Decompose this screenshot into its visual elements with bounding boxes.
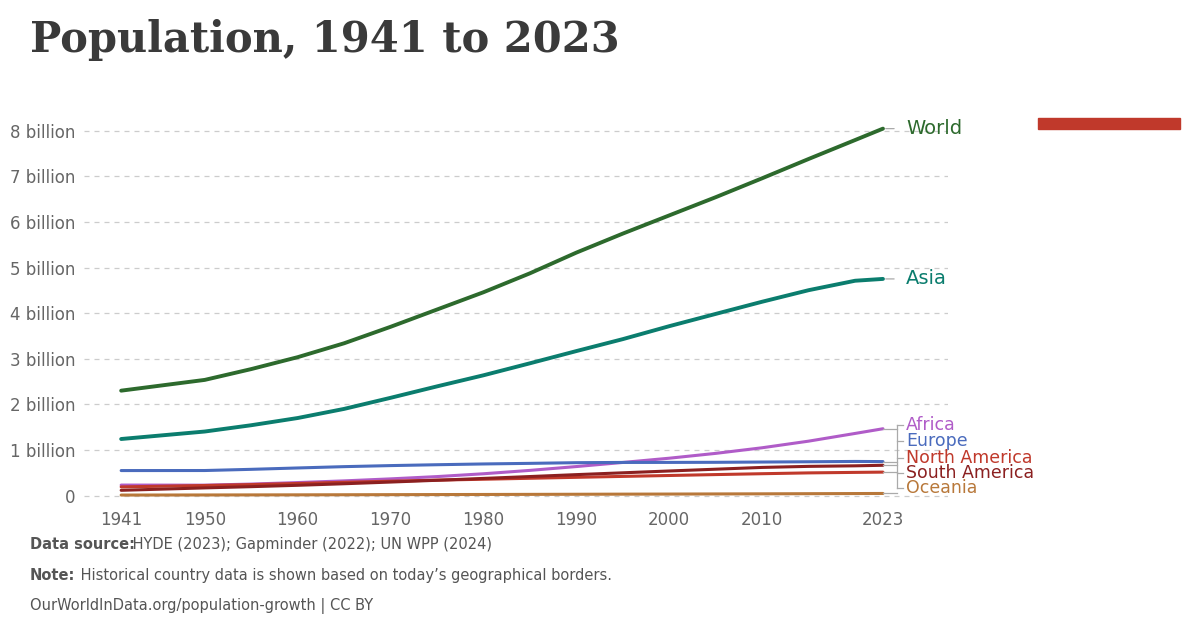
Text: Population, 1941 to 2023: Population, 1941 to 2023: [30, 19, 619, 61]
Text: South America: South America: [906, 463, 1034, 482]
Text: North America: North America: [906, 448, 1033, 467]
Text: HYDE (2023); Gapminder (2022); UN WPP (2024): HYDE (2023); Gapminder (2022); UN WPP (2…: [128, 537, 492, 552]
Text: Oceania: Oceania: [906, 479, 978, 497]
Text: Data source:: Data source:: [30, 537, 134, 552]
Text: Asia: Asia: [906, 269, 947, 288]
Text: in Data: in Data: [1075, 84, 1142, 102]
Text: Africa: Africa: [906, 416, 956, 434]
Text: World: World: [906, 119, 962, 138]
Text: Our World: Our World: [1061, 49, 1157, 67]
Bar: [1038, 118, 1180, 129]
Text: OurWorldInData.org/population-growth | CC BY: OurWorldInData.org/population-growth | C…: [30, 598, 373, 614]
Text: Note:: Note:: [30, 568, 76, 583]
Text: Europe: Europe: [906, 432, 968, 450]
Text: Historical country data is shown based on today’s geographical borders.: Historical country data is shown based o…: [76, 568, 612, 583]
